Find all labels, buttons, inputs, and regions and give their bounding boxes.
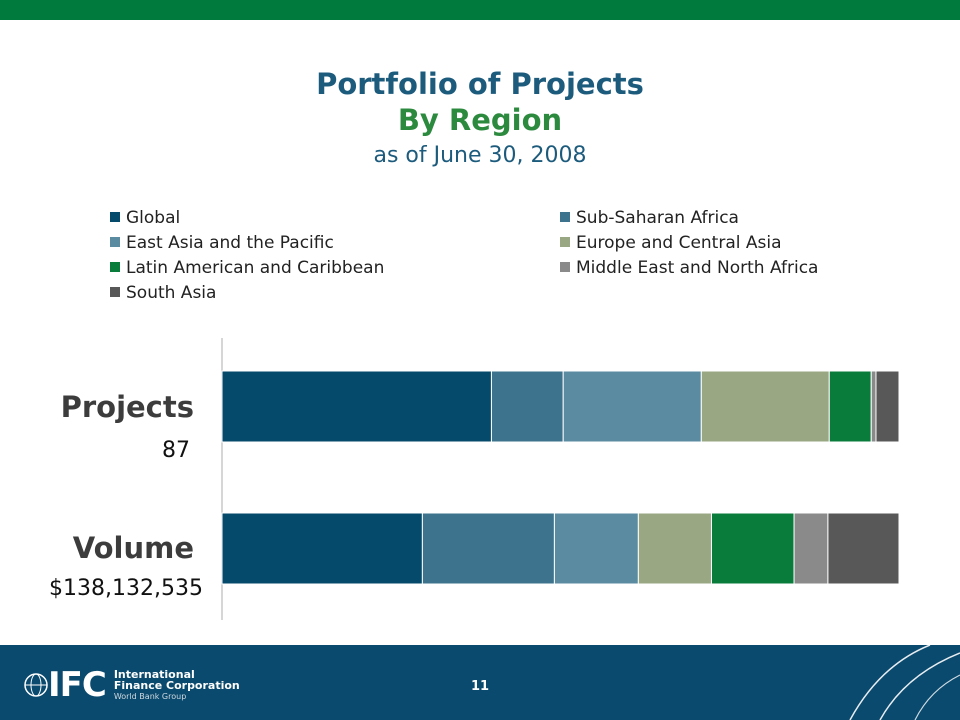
legend-swatch	[110, 237, 120, 247]
bar-segment	[827, 512, 900, 585]
logo-mark: IFC	[48, 665, 107, 705]
legend-item: Latin American and Caribbean	[110, 258, 384, 278]
chart-title: Portfolio of Projects	[316, 67, 644, 101]
legend-label: Europe and Central Asia	[576, 233, 782, 253]
legend-item: Global	[110, 208, 180, 228]
footer: IFC International Finance Corporation Wo…	[0, 645, 960, 720]
bar-segment	[221, 370, 492, 443]
legend-item: Sub-Saharan Africa	[560, 208, 739, 228]
legend-swatch	[110, 287, 120, 297]
legend-item: East Asia and the Pacific	[110, 233, 334, 253]
globe-icon	[24, 673, 48, 697]
legend-swatch	[110, 212, 120, 222]
bar-segment	[421, 512, 555, 585]
logo-text: International Finance Corporation World …	[114, 669, 240, 702]
legend-label: South Asia	[126, 283, 217, 303]
legend-label: East Asia and the Pacific	[126, 233, 334, 253]
legend-swatch	[560, 212, 570, 222]
ifc-logo: IFC International Finance Corporation Wo…	[24, 665, 240, 705]
bar-segment	[490, 370, 564, 443]
category-value-projects: 87	[162, 438, 190, 463]
chart-area: Projects 87 Volume $138,132,535	[0, 330, 960, 630]
bar-segment	[870, 370, 877, 443]
top-accent-bar	[0, 0, 960, 20]
legend-label: Sub-Saharan Africa	[576, 208, 739, 228]
category-value-volume: $138,132,535	[49, 576, 203, 601]
legend-swatch	[110, 262, 120, 272]
bar-segment	[221, 512, 423, 585]
bar-segment	[700, 370, 830, 443]
logo-line-2: Finance Corporation	[113, 678, 240, 692]
title-block: Portfolio of Projects By Region as of Ju…	[0, 66, 960, 172]
chart-subtitle: By Region	[397, 103, 563, 137]
bar-segment	[793, 512, 829, 585]
bar-segment	[553, 512, 639, 585]
legend-item: South Asia	[110, 283, 216, 303]
category-label-volume: Volume	[72, 531, 194, 565]
page-number: 11	[470, 679, 490, 694]
bar-segment	[562, 370, 702, 443]
legend-item: Middle East and North Africa	[560, 258, 818, 278]
footer-decoration	[849, 645, 960, 720]
legend-label: Latin American and Caribbean	[126, 258, 385, 278]
logo-line-3: World Bank Group	[113, 691, 187, 701]
bar-segment	[875, 370, 900, 443]
bar-segment	[710, 512, 795, 585]
category-label-projects: Projects	[60, 390, 194, 424]
bar-chart-svg	[221, 338, 900, 620]
legend-label: Global	[126, 208, 181, 228]
legend-label: Middle East and North Africa	[576, 258, 819, 278]
bar-segment	[637, 512, 712, 585]
bar-segment	[828, 370, 872, 443]
logo-line-1: International	[113, 667, 195, 681]
legend-swatch	[560, 237, 570, 247]
legend-swatch	[560, 262, 570, 272]
chart-date: as of June 30, 2008	[373, 143, 587, 168]
legend-item: Europe and Central Asia	[560, 233, 782, 253]
